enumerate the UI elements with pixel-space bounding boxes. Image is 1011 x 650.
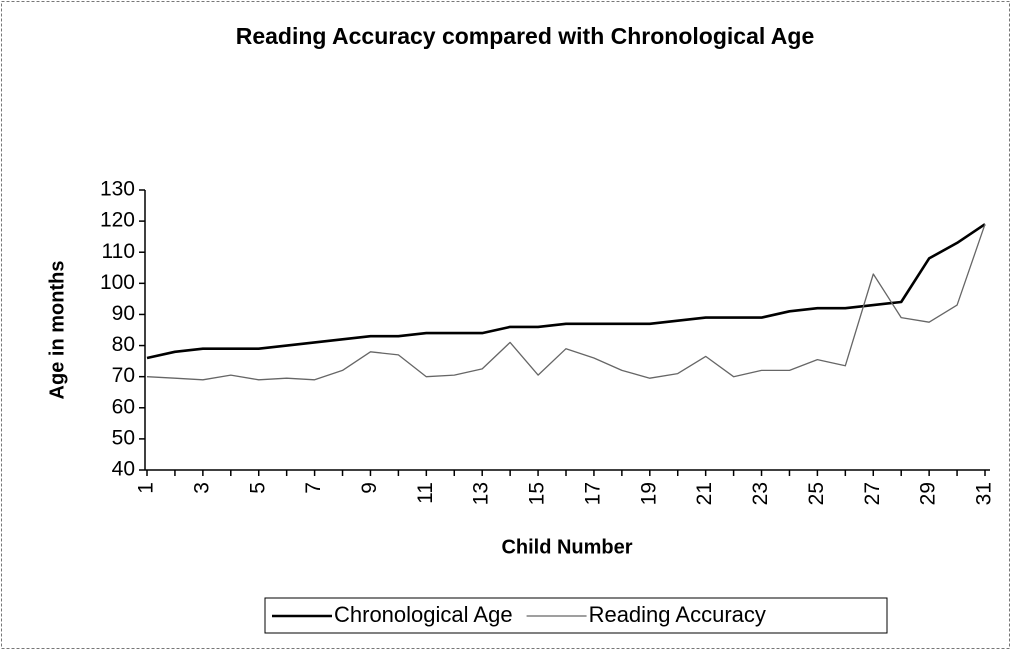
x-tick-label: 1 [135, 482, 158, 494]
y-tick-label: 130 [100, 178, 135, 201]
y-tick-label: 90 [112, 302, 135, 325]
series-line [146, 223, 986, 360]
series-line [146, 223, 986, 381]
x-tick-label: 21 [693, 482, 716, 505]
x-tick-label: 13 [470, 482, 493, 505]
x-tick-label: 19 [637, 482, 660, 505]
x-tick-label: 5 [246, 482, 269, 494]
chart-title: Reading Accuracy compared with Chronolog… [236, 23, 815, 49]
x-tick-label: 9 [358, 482, 381, 494]
y-axis-title: Age in months [46, 261, 68, 400]
x-tick-label: 31 [973, 482, 996, 505]
legend-label: Reading Accuracy [589, 602, 766, 627]
x-tick-label: 27 [861, 482, 884, 505]
x-tick-label: 29 [917, 482, 940, 505]
y-tick-label: 100 [100, 271, 135, 294]
y-tick-label: 110 [102, 240, 135, 263]
y-tick-label: 50 [112, 426, 135, 449]
y-tick-label: 120 [100, 209, 135, 232]
x-tick-label: 11 [414, 482, 437, 504]
x-tick-label: 7 [302, 482, 325, 494]
x-tick-label: 3 [190, 482, 213, 494]
x-tick-label: 17 [581, 482, 604, 505]
x-tick-label: 25 [805, 482, 828, 505]
legend-label: Chronological Age [334, 602, 513, 627]
y-tick-label: 80 [112, 333, 135, 356]
y-tick-label: 40 [112, 458, 135, 481]
y-tick-label: 60 [112, 395, 135, 418]
x-axis-title: Child Number [501, 536, 632, 558]
x-tick-label: 15 [526, 482, 549, 505]
y-tick-label: 70 [112, 364, 135, 387]
x-tick-label: 23 [749, 482, 772, 505]
